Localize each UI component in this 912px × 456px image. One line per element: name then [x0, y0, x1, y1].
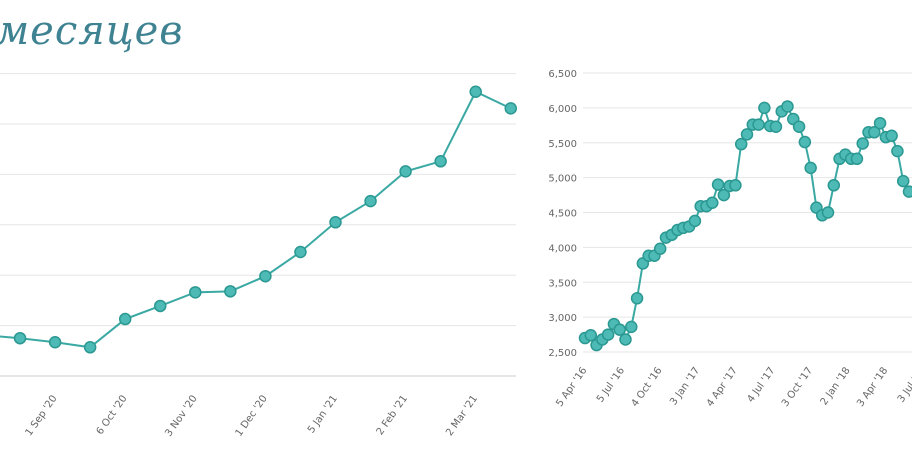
- data-point: [798, 135, 812, 149]
- data-point: [792, 120, 806, 133]
- data-point: [902, 185, 912, 198]
- x-tick-label: 3 Nov '20: [163, 393, 199, 438]
- data-point: [821, 206, 835, 219]
- data-point: [873, 116, 887, 130]
- data-point: [891, 144, 904, 158]
- data-point: [329, 216, 342, 229]
- series-line: [0, 90, 512, 349]
- data-point: [752, 118, 765, 131]
- data-point: [769, 120, 783, 133]
- data-point: [504, 102, 517, 115]
- y-tick-label: 3,500: [548, 278, 577, 289]
- data-point: [625, 320, 638, 334]
- x-tick-label: 3 Oct '17: [780, 365, 815, 409]
- x-tick-label: 5 Apr '16: [554, 365, 589, 409]
- page-title: месяцев: [0, 8, 184, 54]
- data-point: [224, 285, 237, 298]
- data-point: [364, 194, 377, 208]
- data-point: [885, 129, 898, 143]
- data-point: [758, 101, 771, 115]
- data-point: [729, 179, 742, 192]
- data-point: [711, 178, 725, 191]
- data-point: [619, 333, 632, 346]
- data-point: [781, 100, 794, 113]
- data-point: [189, 286, 202, 299]
- x-tick-label: 5 Jan '21: [306, 393, 340, 435]
- data-point: [584, 329, 598, 342]
- data-point: [653, 242, 667, 256]
- data-point: [601, 328, 615, 341]
- y-tick-label: 5,500: [548, 139, 577, 150]
- data-point: [868, 126, 881, 139]
- y-tick-label: 2,500: [548, 348, 577, 359]
- data-point: [154, 299, 167, 313]
- data-point: [83, 341, 97, 354]
- x-tick-label: 1 Dec '20: [234, 393, 270, 438]
- y-tick-label: 6,500: [548, 69, 577, 80]
- x-tick-label: 4 Oct '16: [630, 365, 665, 409]
- left-chart: 1 Sep '20 6 Oct '20 3 Nov '20 1 Dec '20 5 Ja…: [0, 73, 517, 439]
- x-tick-label: 3 Jul '18: [896, 365, 912, 404]
- y-tick-label: 4,500: [548, 209, 577, 220]
- data-point: [717, 188, 731, 202]
- data-point: [294, 245, 307, 259]
- data-point: [734, 137, 748, 151]
- y-tick-label: 3,000: [548, 313, 577, 324]
- data-point: [434, 155, 447, 168]
- x-tick-label: 1 Sep '20: [24, 393, 60, 438]
- y-tick-label: 5,000: [548, 174, 577, 185]
- y-tick-label: 6,000: [548, 104, 577, 115]
- data-point: [48, 335, 62, 349]
- data-point: [118, 312, 132, 326]
- x-tick-label: 4 Jul '17: [745, 365, 777, 404]
- x-tick-label: 5 Jul '16: [595, 365, 627, 404]
- x-tick-label: 2 Jan '18: [819, 365, 853, 407]
- data-point: [13, 331, 27, 345]
- data-point: [688, 214, 702, 228]
- data-point: [259, 269, 272, 283]
- x-tick-label: 3 Apr '18: [855, 365, 890, 409]
- right-chart: 2,500 3,000 3,500 4,000 4,500 5,000 5,500 6,000…: [548, 69, 912, 409]
- data-point: [469, 85, 482, 98]
- data-point: [630, 292, 644, 305]
- x-tick-label: 2 Mar '21: [444, 393, 480, 438]
- data-point: [827, 179, 841, 192]
- data-point: [740, 128, 754, 141]
- data-point: [850, 152, 864, 166]
- x-tick-label: 4 Apr '17: [705, 365, 740, 409]
- x-tick-label: 6 Oct '20: [95, 393, 130, 437]
- data-point: [613, 323, 626, 336]
- data-point: [896, 174, 910, 188]
- data-point: [399, 165, 412, 178]
- x-tick-label: 3 Jan '17: [668, 365, 702, 407]
- data-point: [804, 161, 817, 175]
- data-point: [706, 196, 719, 209]
- data-point: [856, 137, 869, 150]
- y-tick-label: 4,000: [548, 243, 577, 254]
- x-tick-label: 2 Feb '21: [375, 393, 410, 437]
